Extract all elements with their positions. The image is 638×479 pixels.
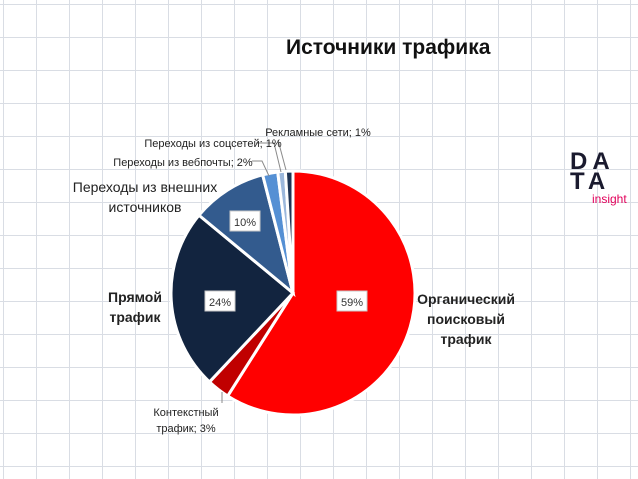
data-label: 59% (336, 290, 368, 312)
svg-text:59%: 59% (341, 297, 363, 309)
category-label: Рекламные сети; 1% (265, 127, 371, 139)
logo-line-2: TA (570, 168, 611, 195)
category-label: Органический поисковый трафик (417, 291, 515, 347)
category-label: Переходы из соцсетей; 1% (144, 138, 281, 150)
logo-sub: insight (592, 192, 627, 206)
category-label: Переходы из внешних источников (73, 179, 217, 215)
data-label: 10% (229, 210, 261, 232)
category-label: Прямой трафик (108, 289, 162, 325)
leader-line (256, 142, 282, 173)
category-label: Переходы из вебпочты; 2% (113, 157, 253, 169)
svg-text:10%: 10% (234, 217, 256, 229)
pie-slice (283, 169, 295, 294)
leader-line (277, 139, 287, 171)
category-label: Контекстный трафик; 3% (153, 407, 218, 435)
data-insight-logo: DA TA insight (570, 148, 634, 212)
pie-slice (225, 169, 417, 417)
logo-line-1: DA (570, 148, 615, 175)
data-label: 24% (204, 290, 236, 312)
chart-title: Источники трафика (286, 36, 491, 59)
leader-line (252, 160, 270, 177)
svg-text:24%: 24% (209, 297, 231, 309)
